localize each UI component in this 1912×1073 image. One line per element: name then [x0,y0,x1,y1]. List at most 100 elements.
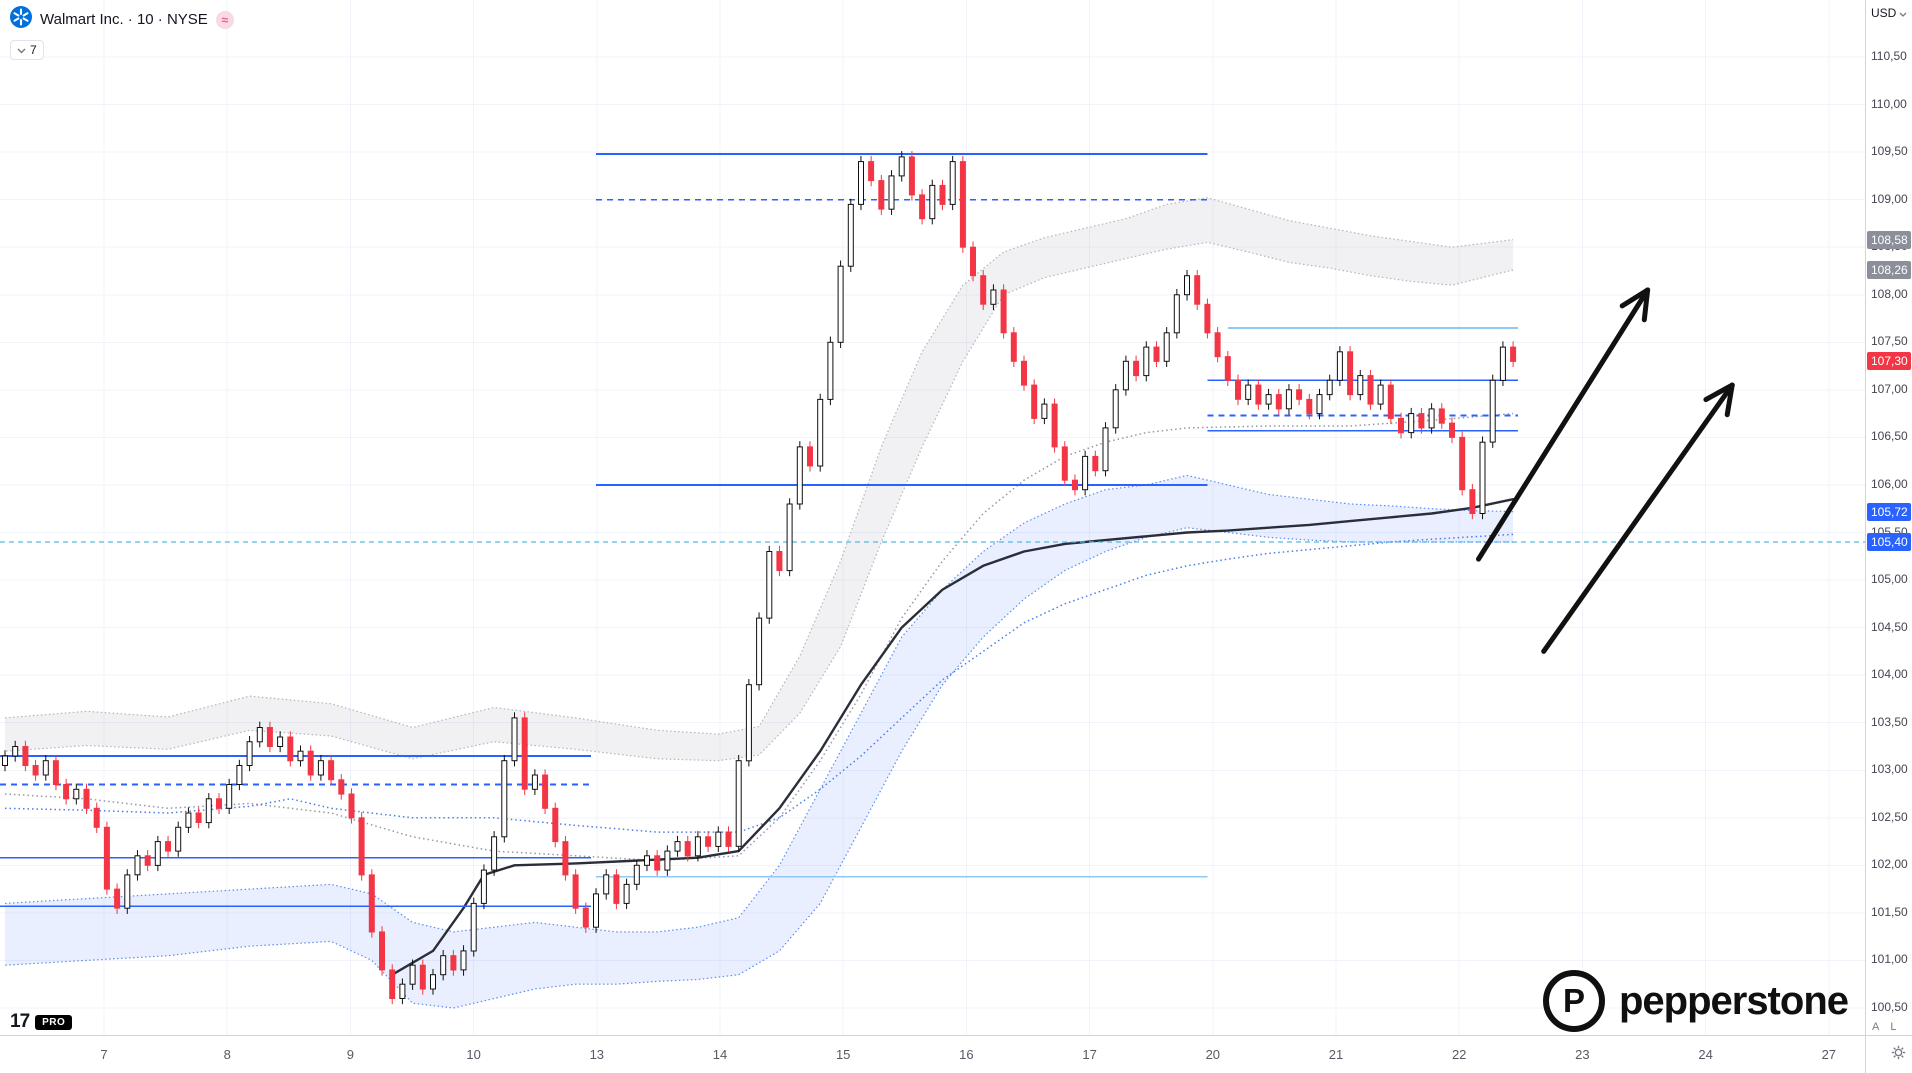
candle [521,712,528,795]
indicators-collapse-button[interactable]: 7 [10,40,44,60]
candle [1387,379,1394,425]
candle [1072,474,1078,496]
candle [725,826,732,852]
candle [1285,384,1292,415]
candle [1235,374,1241,406]
symbol-title[interactable]: Walmart Inc. · 10 · NYSE [40,11,208,28]
candle [1296,384,1303,406]
candle [63,778,70,805]
price-axis-label: 109,50 [1871,144,1908,159]
price-tag: 105,72 [1867,502,1911,521]
candle [562,835,569,881]
candle [470,897,477,957]
candle [1122,355,1129,396]
candle [776,545,783,577]
candle [1092,450,1099,477]
candle [1408,407,1415,439]
candle [1204,298,1211,339]
candle [745,679,752,767]
time-axis-label: 21 [1328,1047,1344,1062]
chart-canvas[interactable] [0,0,1865,1035]
candle [603,869,610,900]
candle [552,802,559,848]
arrow-shaft [1475,287,1651,562]
candle [216,793,222,814]
tradingview-mark-icon: 17 [10,1011,30,1032]
time-axis[interactable]: 7 8 9 10 13 14 15 16 17 20 21 22 23 24 27 [0,1035,1865,1073]
trend-arrows[interactable] [1475,287,1735,654]
candle [1479,436,1486,520]
candle [1255,379,1262,410]
candle [266,721,273,753]
candle [32,759,39,781]
candle [277,731,284,753]
candle [1173,289,1180,339]
time-axis-label: 27 [1821,1047,1837,1062]
delayed-data-badge[interactable]: ≈ [215,10,234,29]
candle [1306,393,1313,420]
price-axis-label: 110,00 [1871,96,1907,111]
price-tag: 108,58 [1867,230,1911,249]
time-axis-label: 7 [100,1047,108,1062]
candle [970,241,976,282]
candle [246,736,253,772]
candle [1102,422,1109,477]
candle [297,745,304,767]
axis-mode-buttons: A L [1872,1021,1896,1033]
price-axis[interactable]: USD A L 110,50110,00109,50109,00108,5010… [1865,0,1912,1035]
arrow-head [1619,287,1651,309]
candle [1489,374,1496,448]
time-axis-label: 23 [1575,1047,1590,1062]
time-axis-label: 22 [1451,1047,1467,1062]
grid-lines [0,0,1865,1035]
candle [786,498,793,577]
candle [1051,398,1058,453]
candle [124,869,131,914]
time-axis-label: 15 [835,1047,851,1062]
time-axis-label: 17 [1082,1047,1097,1062]
dark-ma-line [391,498,1515,976]
price-axis-label: 107,00 [1871,381,1908,396]
candle [175,821,182,857]
candle [654,850,661,876]
candle [491,831,498,876]
pepperstone-logo: P pepperstone [1542,970,1849,1032]
log-scale-button[interactable]: L [1890,1021,1897,1033]
pro-badge: PRO [35,1014,73,1030]
candle [460,945,467,976]
candle [868,155,875,187]
candle [756,612,763,691]
candle [908,151,915,201]
candle [959,155,966,253]
candle [817,393,824,472]
pepperstone-wordmark: pepperstone [1618,978,1849,1023]
candle [1194,270,1201,310]
candle [919,189,926,225]
time-axis-label: 14 [712,1047,728,1062]
time-axis-label: 10 [466,1047,481,1062]
candlestick-series [2,151,1517,1005]
price-axis-label: 102,00 [1871,857,1908,872]
candle [1112,384,1119,434]
support-resistance-levels[interactable] [0,153,1865,908]
axis-corner-cell [1865,1035,1912,1073]
candle [287,731,294,767]
axis-settings-gear-icon[interactable] [1891,1045,1906,1065]
legend: Walmart Inc. · 10 · NYSE ≈ 7 [10,6,234,60]
candle [1082,450,1089,496]
auto-scale-button[interactable]: A [1872,1021,1880,1033]
candle [980,270,987,310]
candle [684,835,691,862]
currency-dropdown[interactable]: USD [1871,6,1908,20]
price-axis-label: 104,50 [1871,619,1908,634]
time-axis-label: 20 [1205,1047,1221,1062]
currency-label: USD [1871,6,1897,20]
candle [593,888,599,933]
tradingview-logo: 17 PRO [10,1011,73,1033]
candle [1031,379,1038,425]
time-axis-label: 8 [223,1047,231,1062]
candle [1000,284,1007,339]
candle [419,959,426,995]
candle [450,950,457,976]
